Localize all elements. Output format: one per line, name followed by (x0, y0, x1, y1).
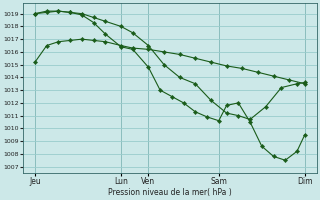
X-axis label: Pression niveau de la mer( hPa ): Pression niveau de la mer( hPa ) (108, 188, 232, 197)
